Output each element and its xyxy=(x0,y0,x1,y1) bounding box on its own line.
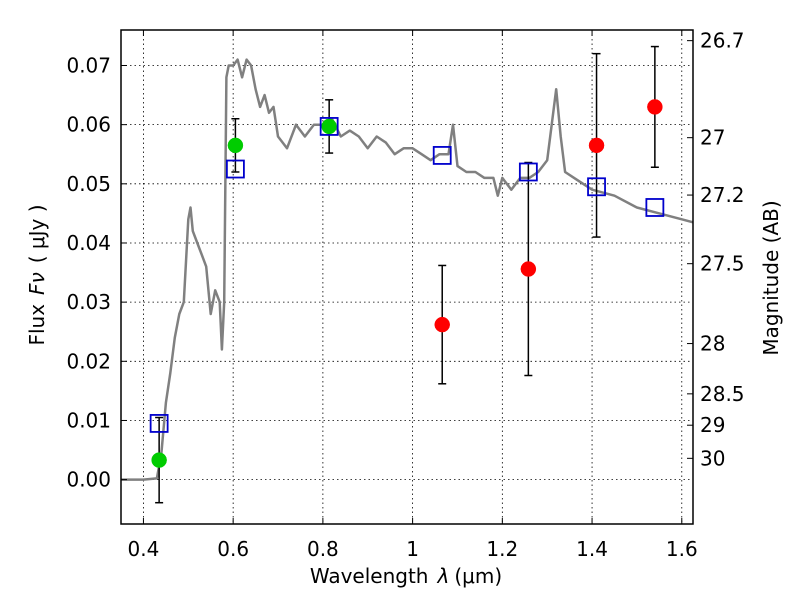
photometry-point xyxy=(321,118,337,135)
y-tick-label: 0.03 xyxy=(66,290,111,314)
y-axis-label-symbol: Fν xyxy=(25,272,49,295)
y-axis-label: Flux Fν ( μJy ) xyxy=(25,204,49,345)
model-flux-square xyxy=(225,159,245,179)
model-flux-square xyxy=(645,198,665,217)
photometry-point xyxy=(227,137,244,154)
y-axis-label-unit: ( μJy ) xyxy=(25,204,49,263)
y-tick-label: 0.06 xyxy=(66,113,111,137)
x-axis: 0.4 0.6 0.8 1 1.2 1.4 1.6 xyxy=(128,30,698,561)
y-tick-label: 0.02 xyxy=(66,349,111,373)
y2-axis-label: Magnitude (AB) xyxy=(759,200,783,355)
photometry-point xyxy=(434,316,450,333)
y-tick-label: 0.01 xyxy=(66,408,111,432)
y-tick-label: 0.00 xyxy=(66,468,111,492)
y-tick-label: 0.05 xyxy=(66,172,111,196)
y2-tick-label: 29 xyxy=(700,413,725,437)
y2-tick-label: 26.7 xyxy=(700,29,745,53)
plot-frame xyxy=(120,29,694,525)
y-axis-label-text: Flux xyxy=(25,304,49,346)
photometry-point xyxy=(151,452,167,468)
photometry-point xyxy=(588,137,605,154)
y-tick-label: 0.07 xyxy=(66,53,111,77)
y2-tick-label: 27.2 xyxy=(700,183,745,207)
y2-tick-label: 27 xyxy=(700,126,725,150)
y-axis: 0.00 0.01 0.02 0.03 0.04 0.05 0.06 0.07 xyxy=(66,53,127,492)
y-tick-label: 0.04 xyxy=(66,231,111,255)
model-flux-square xyxy=(518,162,538,182)
sed-model-layer xyxy=(121,58,694,481)
x-tick-label: 1.2 xyxy=(486,537,518,561)
x-axis-label: Wavelength λ (μm) xyxy=(310,564,502,588)
y2-axis: 26.7 27 27.2 27.5 28 28.5 29 30 xyxy=(687,29,745,470)
errorbar-layer xyxy=(155,45,659,504)
y2-tick-label: 28.5 xyxy=(700,382,745,406)
x-tick-label: 1.6 xyxy=(666,537,698,561)
x-tick-label: 1.4 xyxy=(576,537,608,561)
x-axis-label-unit: (μm) xyxy=(454,564,502,588)
model-flux-square xyxy=(149,414,169,433)
marker-layer xyxy=(149,99,665,468)
y2-tick-label: 27.5 xyxy=(700,252,745,276)
x-axis-label-text: Wavelength xyxy=(310,564,429,588)
model-flux-square xyxy=(319,117,339,136)
x-axis-label-symbol: λ xyxy=(437,564,450,588)
photometry-point xyxy=(647,99,663,115)
x-tick-label: 1 xyxy=(406,537,419,561)
x-tick-label: 0.4 xyxy=(128,537,160,561)
x-tick-label: 0.6 xyxy=(217,537,249,561)
photometry-point xyxy=(520,261,537,277)
model-flux-square xyxy=(432,146,452,165)
model-flux-square xyxy=(587,177,606,197)
sed-model-line xyxy=(121,58,694,481)
grid-lines xyxy=(121,30,693,524)
y2-tick-label: 28 xyxy=(700,332,725,356)
x-tick-label: 0.8 xyxy=(307,537,339,561)
y2-tick-label: 30 xyxy=(700,446,725,470)
